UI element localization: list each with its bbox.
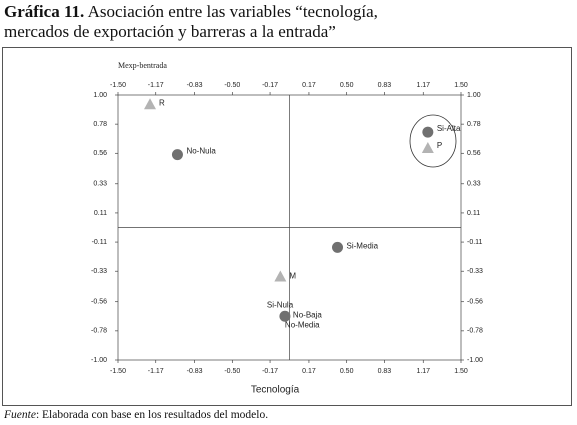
x-tick-label: 0.17 — [302, 368, 316, 375]
y-tick-label: -0.56 — [467, 299, 483, 306]
point — [274, 270, 287, 282]
point — [422, 126, 434, 138]
y-tick-label: -0.56 — [91, 299, 107, 306]
x-tick-label: 1.50 — [454, 82, 468, 89]
point-label: Si-Media — [347, 241, 379, 250]
y-tick-label: 0.56 — [467, 150, 481, 157]
y-tick-label: -1.00 — [91, 357, 107, 364]
point-label: No-Media — [285, 320, 320, 329]
frame — [2, 47, 572, 406]
x-tick-label: -0.83 — [187, 82, 203, 89]
y-tick-label: 0.11 — [94, 210, 107, 217]
y-tick-label: 1.00 — [93, 92, 107, 99]
y-tick-label: -0.11 — [92, 239, 108, 246]
point-label: M — [289, 272, 296, 281]
x-tick-label: -0.17 — [262, 368, 278, 375]
x-tick-label: -0.50 — [224, 82, 240, 89]
point-label: R — [159, 98, 165, 107]
source-text: : Elaborada con base en los resultados d… — [35, 409, 269, 421]
y-tick-label: 0.56 — [93, 150, 107, 157]
title-text: Asociación entre las variables “tecnolog… — [87, 2, 378, 21]
x-tick-label: -1.50 — [110, 368, 126, 375]
y-tick-label: -0.78 — [467, 328, 483, 335]
point-label: No-Nula — [186, 147, 216, 156]
x-tick-label: 0.83 — [378, 368, 392, 375]
footer: Fuente: Elaborada con base en los result… — [4, 409, 268, 421]
x-tick-label: -1.17 — [148, 82, 164, 89]
y-axis-title: Mexp-bentrada — [118, 61, 167, 70]
title: Gráfica 11. Asociación entre las variabl… — [4, 2, 378, 42]
y-tick-label: 0.11 — [467, 210, 480, 217]
point — [171, 149, 183, 161]
point-label: No-Baja — [293, 310, 322, 319]
point — [279, 310, 291, 322]
chart: Mexp-bentrada Tecnología -1.50 -1.50 -1.17… — [2, 47, 572, 406]
y-tick-label: 0.78 — [93, 121, 107, 128]
point — [144, 98, 157, 110]
x-tick-label: 1.50 — [454, 368, 468, 375]
x-tick-label: 0.50 — [340, 368, 354, 375]
point — [421, 142, 434, 153]
title-number: Gráfica 11. — [4, 2, 85, 21]
point-label: Si-Nula — [267, 300, 294, 309]
x-tick-label: -1.50 — [110, 82, 126, 89]
point-label: Si-Alta — [437, 124, 461, 133]
x-tick-label: -0.83 — [187, 368, 203, 375]
y-tick-label: -0.33 — [91, 268, 107, 275]
point-label: P — [437, 141, 442, 150]
x-tick-label: -0.50 — [224, 368, 240, 375]
point — [332, 241, 344, 253]
x-axis-title: Tecnología — [251, 385, 300, 396]
x-tick-label: -0.17 — [262, 82, 278, 89]
y-tick-label: -1.00 — [467, 357, 483, 364]
x-tick-label: 0.17 — [302, 82, 316, 89]
title-text: mercados de exportación y barreras a la … — [4, 22, 336, 41]
y-tick-label: -0.33 — [467, 268, 483, 275]
highlight-ellipse — [409, 114, 457, 168]
y-tick-label: 0.33 — [93, 181, 107, 188]
y-tick-label: 0.78 — [467, 121, 481, 128]
x-tick-label: -1.17 — [148, 368, 164, 375]
y-tick-label: 0.33 — [467, 181, 481, 188]
x-tick-label: 0.50 — [340, 82, 354, 89]
y-tick-label: 1.00 — [467, 92, 481, 99]
x-tick-label: 1.17 — [416, 368, 430, 375]
x-tick-label: 1.17 — [416, 82, 430, 89]
y-tick-label: -0.78 — [91, 328, 107, 335]
x-tick-label: 0.83 — [378, 82, 392, 89]
source-label: Fuente — [4, 409, 36, 421]
y-tick-label: -0.11 — [467, 239, 483, 246]
